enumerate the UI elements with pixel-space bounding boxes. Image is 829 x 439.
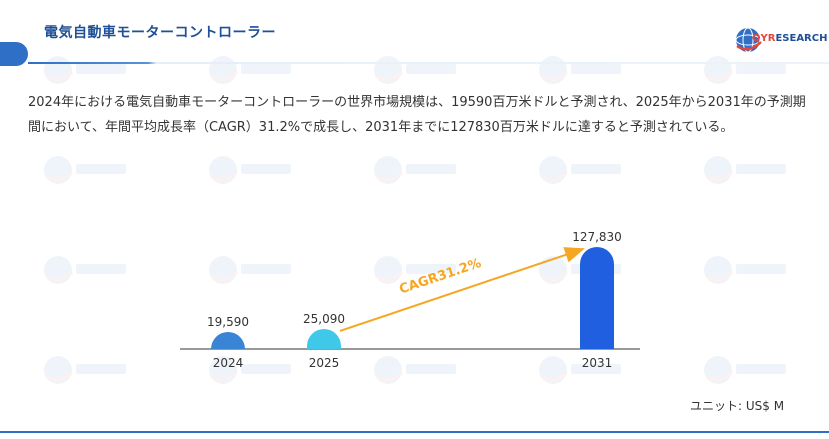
footer-divider — [0, 431, 829, 433]
value-label-2024: 19,590 — [207, 315, 249, 329]
logo-text: QYRESEARCH — [752, 33, 827, 44]
bar-2031 — [580, 247, 614, 349]
cagr-label: CAGR31.2% — [398, 256, 484, 298]
unit-label: ユニット: US$ M — [690, 399, 785, 413]
value-label-2031: 127,830 — [572, 230, 622, 244]
header: 電気自動車モーターコントローラー QYRESEARCH — [0, 0, 829, 70]
logo-prefix: QYR — [752, 33, 776, 44]
header-accent-tab — [0, 42, 28, 66]
company-logo: QYRESEARCH — [734, 24, 827, 56]
logo-suffix: ESEARCH — [775, 33, 828, 44]
globe-logo-icon — [735, 27, 762, 53]
category-label-2024: 2024 — [213, 356, 244, 370]
bar-group — [211, 247, 614, 349]
category-label-2025: 2025 — [309, 356, 340, 370]
category-label-2031: 2031 — [582, 356, 613, 370]
market-description: 2024年における電気自動車モーターコントローラーの世界市場規模は、19590百… — [28, 95, 806, 135]
value-label-2025: 25,090 — [303, 312, 345, 326]
cagr-arrow — [339, 247, 585, 332]
bar-2025 — [307, 328, 341, 349]
header-divider — [28, 62, 829, 64]
bar-2024 — [211, 332, 245, 349]
page-title: 電気自動車モーターコントローラー — [44, 25, 276, 41]
